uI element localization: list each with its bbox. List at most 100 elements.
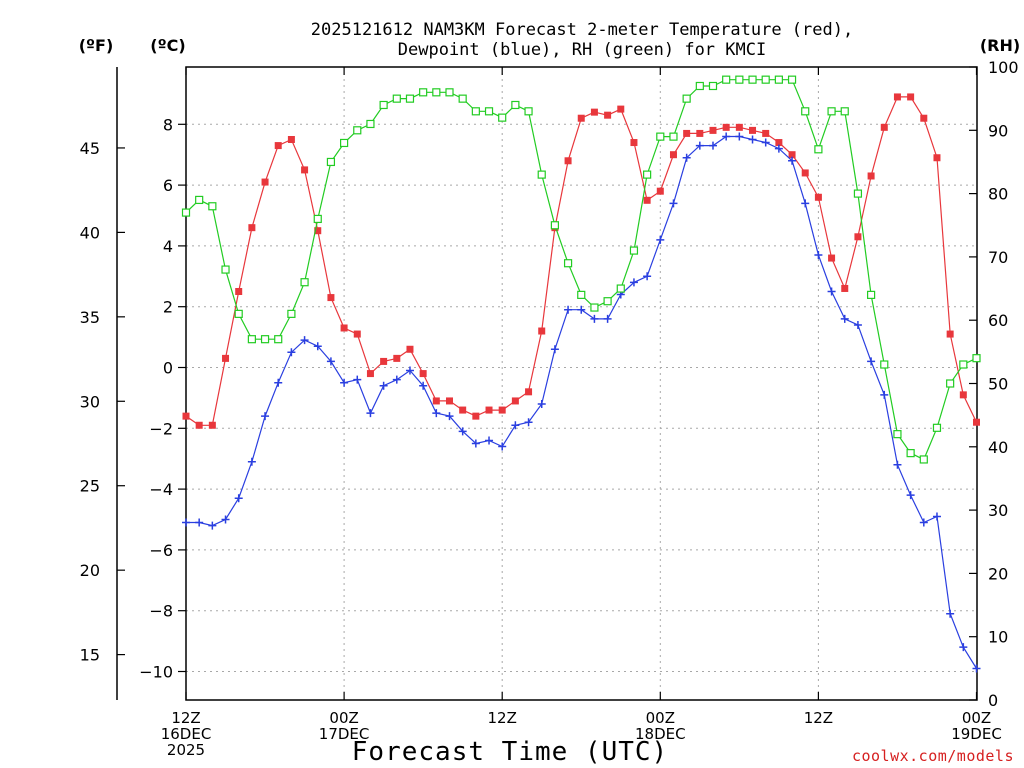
dewpoint-point [353, 375, 362, 384]
rh-tick-label: 90 [988, 121, 1008, 140]
dewpoint-point [392, 375, 401, 384]
rh-point [866, 290, 876, 299]
rh-tick-label: 80 [988, 185, 1008, 204]
dewpoint-point [629, 278, 638, 287]
dewpoint-point [326, 357, 335, 366]
time-tick-label: 00Z [329, 709, 358, 727]
fahrenheit-tick-label: 20 [80, 561, 100, 580]
dewpoint-point [761, 138, 770, 147]
fahrenheit-tick-label: 15 [80, 646, 100, 665]
rh-point [656, 132, 665, 141]
series-dewpoint [182, 132, 981, 673]
rh-point [340, 138, 349, 148]
rh-line [185, 79, 977, 461]
time-tick-label: 12Z [804, 709, 833, 727]
dewpoint-point [458, 427, 467, 436]
temperature-point [814, 193, 822, 201]
rh-point [827, 107, 836, 116]
temperature-point [287, 136, 295, 143]
dewpoint-point [946, 609, 955, 618]
rh-point [643, 170, 652, 179]
time-tick-label: 17DEC [319, 725, 370, 743]
dewpoint-point [682, 153, 691, 162]
temperature-point [498, 406, 506, 414]
temperature-point [459, 406, 467, 414]
dewpoint-point [814, 251, 823, 260]
celsius-tick-label: −2 [149, 419, 173, 438]
temperature-point [406, 345, 414, 353]
temperature-point [590, 108, 598, 116]
rh-point [814, 145, 823, 154]
dewpoint-point [853, 320, 862, 329]
rh-point [537, 170, 546, 179]
temperature-point [722, 123, 730, 131]
temperature-point [577, 114, 585, 122]
dewpoint-point [867, 357, 876, 366]
rh-point [419, 88, 428, 97]
rh-point [629, 246, 639, 255]
dewpoint-point [195, 518, 204, 527]
rh-point [893, 430, 902, 439]
plot-frame [185, 66, 978, 701]
dewpoint-point [379, 381, 388, 390]
temperature-point [235, 288, 243, 295]
rh-point [300, 278, 309, 287]
temperature-point [854, 233, 862, 241]
dewpoint-point [748, 135, 757, 144]
rh-point [550, 221, 560, 230]
fahrenheit-tick-label: 35 [80, 308, 100, 327]
credit-label: coolwx.com/models [852, 747, 1014, 765]
dewpoint-point [471, 439, 480, 448]
temperature-point [946, 330, 954, 338]
rh-point [603, 297, 612, 306]
rh-point [392, 94, 401, 103]
dewpoint-point [880, 390, 889, 399]
temperature-point [959, 391, 967, 399]
time-tick-label: 18DEC [635, 725, 686, 743]
temperature-point [749, 126, 757, 134]
rh-point [445, 88, 454, 97]
celsius-tick-label: 6 [163, 176, 173, 195]
temperature-point [973, 418, 980, 426]
rh-point [498, 113, 507, 122]
dewpoint-point [300, 336, 309, 345]
temperature-point [314, 227, 322, 235]
dewpoint-point [972, 664, 981, 673]
dewpoint-point [247, 457, 256, 466]
series-temperature [182, 93, 980, 429]
rh-point [366, 119, 375, 129]
temperature-point [683, 129, 691, 137]
temperature-point [222, 354, 230, 362]
rh-tick-label: 20 [988, 564, 1008, 583]
rh-tick-label: 10 [988, 628, 1008, 647]
rh-point [616, 284, 625, 293]
dewpoint-point [577, 305, 586, 314]
dewpoint-point [340, 378, 349, 387]
temperature-point [788, 151, 796, 159]
rh-point [801, 107, 810, 116]
fahrenheit-tick-label: 40 [80, 223, 100, 242]
rh-point [471, 107, 480, 116]
temperature-point [617, 105, 625, 113]
temperature-point [709, 126, 717, 134]
temperature-point [775, 139, 783, 147]
temperature-point [920, 114, 928, 122]
time-tick-label: 16DEC [161, 725, 212, 743]
temperature-point [762, 129, 770, 137]
dewpoint-point [709, 141, 717, 150]
rh-point [432, 88, 441, 97]
rh-point [774, 75, 783, 84]
temperature-point [274, 142, 282, 150]
time-tick-label: 00Z [646, 709, 675, 727]
temperature-point [669, 151, 677, 159]
rh-point [326, 157, 336, 167]
dewpoint-point [432, 409, 441, 418]
rh-unit-label: (RH) [980, 36, 1020, 55]
temperature-point [432, 397, 440, 405]
celsius-tick-label: 8 [163, 115, 173, 134]
time-tick-label: 12Z [488, 709, 517, 727]
temperature-point [538, 327, 546, 335]
dewpoint-point [840, 314, 849, 323]
dewpoint-point [774, 144, 783, 153]
